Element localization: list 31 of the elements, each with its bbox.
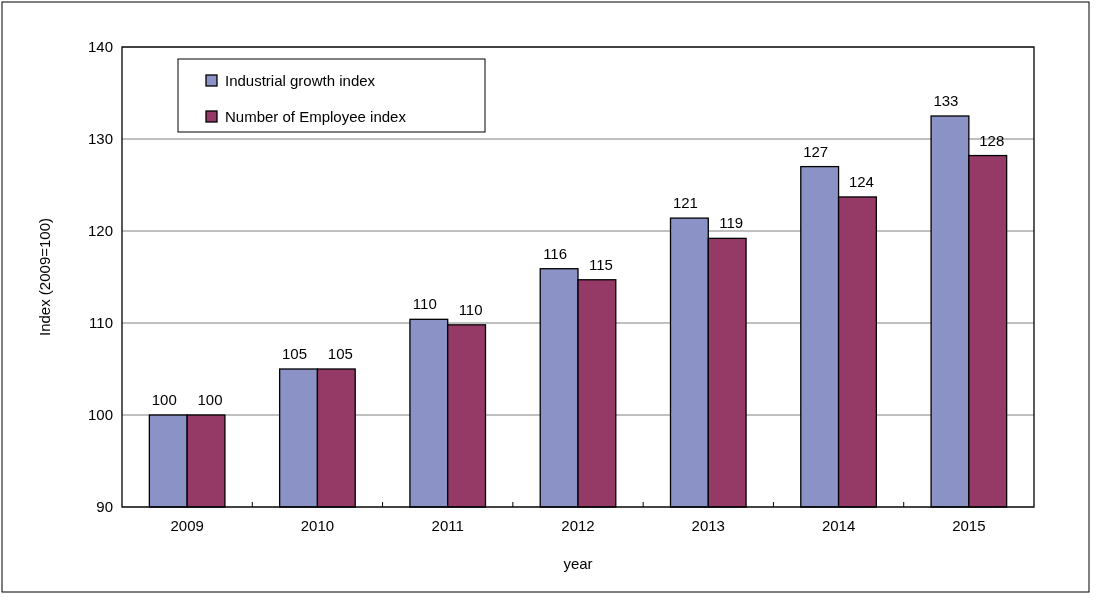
data-label: 124 (848, 172, 874, 190)
x-axis-title: year (563, 555, 593, 572)
x-tick-label: 2012 (561, 517, 595, 534)
legend-label: Number of Employee index (225, 108, 407, 125)
data-label: 110 (458, 300, 483, 318)
data-label: 115 (588, 255, 613, 273)
x-tick-label: 2015 (952, 517, 986, 534)
y-tick-label: 140 (87, 38, 113, 55)
data-label: 116 (543, 244, 568, 262)
x-tick-label: 2014 (821, 517, 856, 534)
x-tick-label: 2010 (300, 517, 335, 534)
x-tick-label: 2009 (170, 517, 204, 534)
x-tick-label: 2013 (691, 517, 725, 534)
data-label: 128 (979, 131, 1005, 149)
y-tick-label: 90 (96, 498, 113, 515)
y-tick-label: 120 (87, 222, 113, 239)
x-tick-label: 2011 (431, 517, 464, 534)
data-label: 105 (282, 345, 308, 362)
data-label: 100 (151, 391, 177, 408)
data-label: 127 (803, 142, 829, 160)
data-label: 110 (412, 295, 437, 313)
y-axis-title: Index (2009=100) (36, 217, 53, 337)
y-tick-label: 100 (87, 406, 113, 423)
data-label: 119 (719, 214, 744, 232)
y-tick-label: 130 (87, 130, 113, 147)
data-label: 121 (672, 194, 698, 212)
data-label: 105 (327, 345, 353, 362)
data-label: 100 (197, 391, 223, 408)
legend-label: Industrial growth index (225, 72, 376, 89)
data-label: 133 (933, 92, 959, 109)
y-tick-label: 110 (89, 314, 113, 331)
